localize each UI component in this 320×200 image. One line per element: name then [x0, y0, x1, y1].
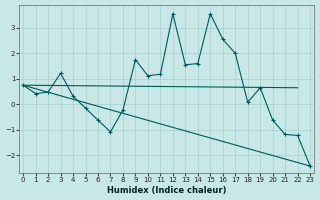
X-axis label: Humidex (Indice chaleur): Humidex (Indice chaleur): [107, 186, 226, 195]
